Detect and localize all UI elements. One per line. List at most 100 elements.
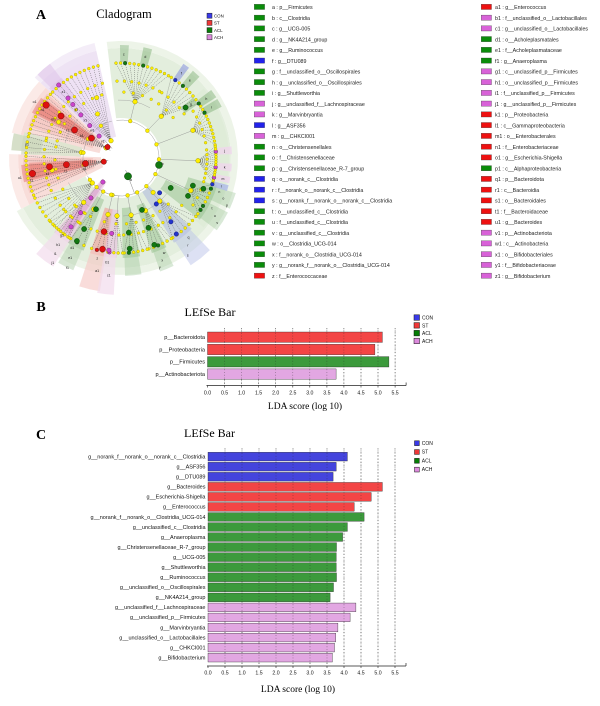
svg-text:g__DTU089: g__DTU089 bbox=[176, 475, 206, 481]
svg-text:b : c__Clostridia: b : c__Clostridia bbox=[272, 16, 310, 22]
svg-text:z1 : g__Bifidobacterium: z1 : g__Bifidobacterium bbox=[495, 274, 551, 280]
svg-text:b1: b1 bbox=[105, 260, 109, 264]
svg-text:h : g__unclassified_o__Oscillo: h : g__unclassified_o__Oscillospirales bbox=[272, 81, 362, 87]
svg-text:v : g__unclassified_c__Clostri: v : g__unclassified_c__Clostridia bbox=[272, 231, 349, 237]
svg-text:a : p__Firmicutes: a : p__Firmicutes bbox=[272, 5, 313, 11]
svg-text:g__UCG-005: g__UCG-005 bbox=[173, 555, 205, 561]
svg-text:v1: v1 bbox=[101, 139, 105, 143]
svg-text:0.5: 0.5 bbox=[221, 391, 228, 397]
svg-text:0.5: 0.5 bbox=[221, 671, 228, 677]
svg-text:n: n bbox=[218, 190, 220, 194]
svg-text:c: c bbox=[123, 52, 125, 56]
svg-text:g__unclassified_p__Firmicutes: g__unclassified_p__Firmicutes bbox=[130, 615, 206, 621]
svg-text:m1: m1 bbox=[51, 117, 56, 121]
svg-text:g__NK4A214_group: g__NK4A214_group bbox=[156, 595, 206, 601]
svg-text:s: s bbox=[187, 254, 189, 258]
svg-text:2.5: 2.5 bbox=[289, 391, 296, 397]
svg-text:y1: y1 bbox=[75, 108, 79, 112]
svg-text:LEfSe Bar: LEfSe Bar bbox=[185, 305, 236, 319]
svg-text:m: m bbox=[221, 177, 224, 181]
svg-text:i : g__Shuttleworthia: i : g__Shuttleworthia bbox=[272, 91, 320, 97]
svg-text:k1 : p__Proteobacteria: k1 : p__Proteobacteria bbox=[495, 113, 548, 119]
svg-text:f: f bbox=[181, 72, 182, 76]
svg-text:g__norank_f__norank_o__Clostri: g__norank_f__norank_o__Clostridia_UCG-01… bbox=[91, 515, 206, 521]
svg-text:5.5: 5.5 bbox=[391, 391, 398, 397]
svg-text:i1: i1 bbox=[54, 252, 57, 256]
svg-text:o1 : g__Escherichia-Shigella: o1 : g__Escherichia-Shigella bbox=[495, 156, 562, 162]
svg-text:h1: h1 bbox=[56, 243, 60, 247]
svg-text:q: q bbox=[188, 235, 190, 239]
svg-text:4.5: 4.5 bbox=[357, 671, 364, 677]
svg-text:g__Bacteroides: g__Bacteroides bbox=[167, 485, 205, 491]
svg-text:0.0: 0.0 bbox=[204, 391, 211, 397]
svg-text:k: k bbox=[224, 165, 226, 169]
svg-text:w1: w1 bbox=[90, 129, 95, 133]
svg-text:d : g__NK4A214_group: d : g__NK4A214_group bbox=[272, 37, 327, 43]
svg-text:c : g__UCG-005: c : g__UCG-005 bbox=[272, 27, 310, 33]
svg-text:g : f__unclassified_o__Oscillo: g : f__unclassified_o__Oscillospirales bbox=[272, 70, 361, 76]
svg-text:i1 : f__unclassified_p__Firmic: i1 : f__unclassified_p__Firmicutes bbox=[495, 91, 575, 97]
svg-text:c1 : g__unclassified_o__Lactob: c1 : g__unclassified_o__Lactobacillales bbox=[495, 27, 588, 33]
svg-text:h: h bbox=[205, 97, 207, 101]
svg-text:u1: u1 bbox=[18, 176, 22, 180]
svg-text:3.0: 3.0 bbox=[306, 671, 313, 677]
svg-text:B: B bbox=[36, 300, 45, 315]
svg-text:5.0: 5.0 bbox=[374, 391, 381, 397]
svg-text:t1: t1 bbox=[30, 179, 33, 183]
svg-text:f1 : g__Anaeroplasma: f1 : g__Anaeroplasma bbox=[495, 59, 547, 65]
svg-text:j : g__unclassified_f__Lachnos: j : g__unclassified_f__Lachnospiraceae bbox=[271, 102, 365, 108]
svg-text:p__Bacteroidota: p__Bacteroidota bbox=[164, 335, 206, 341]
svg-text:g__unclassified_o__Lactobacill: g__unclassified_o__Lactobacillales bbox=[119, 635, 205, 641]
svg-text:s1 : o__Bacteroidales: s1 : o__Bacteroidales bbox=[495, 199, 546, 205]
svg-text:f1: f1 bbox=[66, 266, 69, 270]
svg-text:g__unclassified_o__Oscillospir: g__unclassified_o__Oscillospirales bbox=[120, 585, 206, 591]
svg-text:g__Shuttleworthia: g__Shuttleworthia bbox=[161, 565, 206, 571]
svg-text:ST: ST bbox=[422, 323, 428, 329]
svg-text:e : g__Ruminococcus: e : g__Ruminococcus bbox=[272, 48, 323, 54]
svg-text:v: v bbox=[216, 221, 218, 225]
svg-text:g: g bbox=[190, 103, 192, 107]
svg-text:ST: ST bbox=[422, 450, 428, 456]
svg-text:2.0: 2.0 bbox=[272, 671, 279, 677]
svg-text:Cladogram: Cladogram bbox=[96, 7, 152, 21]
svg-text:o1: o1 bbox=[33, 100, 37, 104]
svg-text:g1 : c__unclassified_p__Firmic: g1 : c__unclassified_p__Firmicutes bbox=[495, 70, 578, 76]
svg-text:LEfSe Bar: LEfSe Bar bbox=[184, 426, 235, 440]
svg-text:4.0: 4.0 bbox=[340, 391, 347, 397]
svg-text:l : g__ASF356: l : g__ASF356 bbox=[272, 124, 306, 130]
svg-text:1.0: 1.0 bbox=[238, 391, 245, 397]
svg-text:g__Anaeroplasma: g__Anaeroplasma bbox=[161, 535, 207, 541]
svg-text:m : g__CHKCI001: m : g__CHKCI001 bbox=[272, 134, 315, 140]
svg-text:p1: p1 bbox=[25, 142, 29, 146]
svg-text:3.5: 3.5 bbox=[323, 391, 330, 397]
svg-text:j1 : g__unclassified_p__Firmic: j1 : g__unclassified_p__Firmicutes bbox=[494, 102, 577, 108]
svg-text:y : g__norank_f__norank_o__Clo: y : g__norank_f__norank_o__Clostridia_UC… bbox=[272, 263, 390, 269]
svg-text:ST: ST bbox=[214, 21, 220, 26]
svg-text:e: e bbox=[189, 78, 191, 82]
svg-text:u1 : g__Bacteroides: u1 : g__Bacteroides bbox=[495, 220, 542, 226]
svg-text:g__Christensenellaceae_R-7_gro: g__Christensenellaceae_R-7_group bbox=[117, 545, 205, 551]
svg-text:ACH: ACH bbox=[422, 467, 433, 473]
svg-text:g__norank_f__norank_o__norank_: g__norank_f__norank_o__norank_c__Clostri… bbox=[88, 455, 206, 461]
svg-text:1.0: 1.0 bbox=[238, 671, 245, 677]
svg-text:x1: x1 bbox=[83, 119, 87, 123]
svg-text:o: o bbox=[222, 197, 224, 201]
svg-text:p__Firmicutes: p__Firmicutes bbox=[170, 360, 205, 366]
svg-text:5.0: 5.0 bbox=[374, 671, 381, 677]
svg-text:f : g__DTU089: f : g__DTU089 bbox=[272, 59, 307, 65]
svg-text:q : o__norank_c__Clostridia: q : o__norank_c__Clostridia bbox=[272, 177, 338, 183]
svg-text:w1 : c__Actinobacteria: w1 : c__Actinobacteria bbox=[495, 242, 548, 248]
svg-text:x : f__norank_o__Clostridia_UC: x : f__norank_o__Clostridia_UCG-014 bbox=[272, 252, 362, 258]
svg-text:g__ASF356: g__ASF356 bbox=[176, 465, 205, 471]
svg-text:w : o__Clostridia_UCG-014: w : o__Clostridia_UCG-014 bbox=[272, 242, 337, 248]
svg-text:c1: c1 bbox=[107, 274, 111, 278]
svg-text:r1 : c__Bacteroidia: r1 : c__Bacteroidia bbox=[495, 188, 539, 194]
svg-text:u : f__unclassified_c__Clostri: u : f__unclassified_c__Clostridia bbox=[272, 220, 348, 226]
svg-text:4.0: 4.0 bbox=[340, 671, 347, 677]
svg-text:3.5: 3.5 bbox=[323, 671, 330, 677]
svg-text:2.5: 2.5 bbox=[289, 671, 296, 677]
svg-text:ACL: ACL bbox=[422, 331, 432, 337]
svg-text:b1 : f__unclassified_o__Lactob: b1 : f__unclassified_o__Lactobacillales bbox=[495, 16, 587, 22]
svg-text:1.5: 1.5 bbox=[255, 391, 262, 397]
svg-text:l1: l1 bbox=[66, 129, 69, 133]
